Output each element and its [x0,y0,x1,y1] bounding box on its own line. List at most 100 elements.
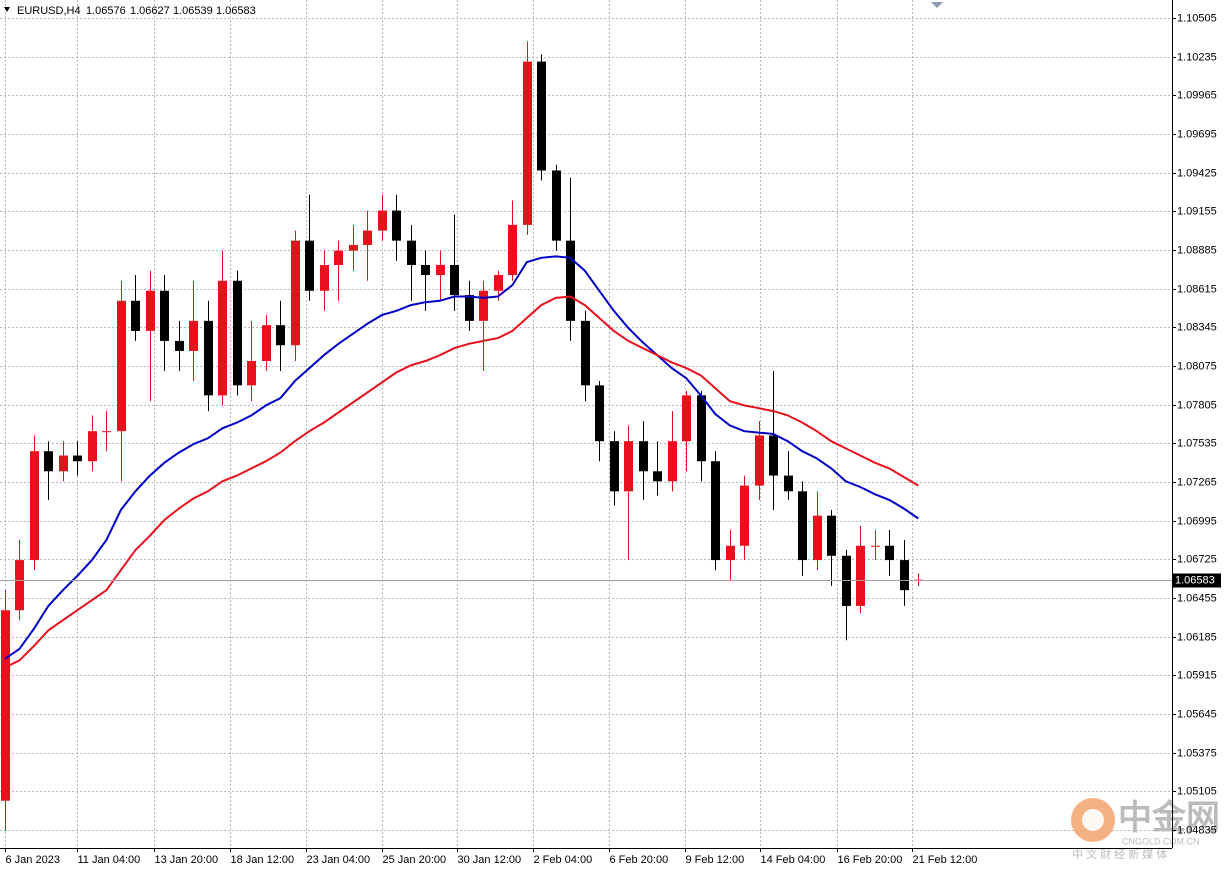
candle-body [900,560,909,591]
candle-body [334,250,343,265]
y-tick-label: 1.07265 [1177,476,1217,488]
y-tick-label: 1.06455 [1177,592,1217,604]
candle-body [146,290,155,331]
x-tick-label: 25 Jan 20:00 [383,854,447,866]
candle-body [523,61,532,225]
y-tick-label: 1.05645 [1177,708,1217,720]
y-tick-label: 1.06185 [1177,631,1217,643]
shift-marker[interactable] [931,2,943,8]
y-tick-label: 1.09155 [1177,205,1217,217]
candle-body [247,360,256,386]
candle-body [726,545,735,561]
candle-body [59,455,68,472]
y-tick-label: 1.10235 [1177,51,1217,63]
y-tick-label: 1.06995 [1177,515,1217,527]
candle-body [15,560,24,611]
candle-body [508,224,517,276]
x-tick-label: 13 Jan 20:00 [155,854,219,866]
candle-body [827,515,836,556]
candle-body [813,515,822,561]
candle-body [421,265,430,276]
candle-body [407,240,416,265]
candle-body [871,545,880,547]
candle-body [233,280,242,386]
x-tick-label: 11 Jan 04:00 [78,854,141,866]
y-tick-label: 1.06725 [1177,553,1217,565]
y-tick-label: 1.09425 [1177,167,1217,179]
y-tick-label: 1.10505 [1177,12,1217,24]
y-tick-label: 1.07535 [1177,437,1217,449]
y-tick-label: 1.05375 [1177,747,1217,759]
y-tick-label: 1.04835 [1177,824,1217,836]
candle-body [88,431,97,462]
menu-arrow[interactable] [4,7,10,12]
candle-body [494,275,503,291]
x-tick-label: 23 Jan 04:00 [307,854,371,866]
candle-body [392,210,401,241]
x-tick-label: 2 Feb 04:00 [534,854,593,866]
candle-body [291,240,300,346]
candle-body [479,290,488,321]
header-low: 1.06539 [173,5,213,17]
candle-body [595,385,604,442]
candle-body [653,471,662,482]
candle-body [160,290,169,341]
candle-body [73,455,82,462]
watermark-site: CNGOLD.COM.CN [1122,836,1200,846]
watermark-logo-icon-inner [1082,809,1104,831]
y-tick-label: 1.09965 [1177,89,1217,101]
candle-body [1,610,10,801]
candle-body [131,300,140,331]
candle-body [798,491,807,561]
x-tick-label: 14 Feb 04:00 [761,854,826,866]
current-price-label: 1.06583 [1175,574,1215,586]
header-open: 1.06576 [86,5,126,17]
y-tick-label: 1.08345 [1177,321,1217,333]
candle-body [682,395,691,442]
candle-body [363,230,372,245]
candle-body [856,545,865,606]
y-tick-label: 1.05915 [1177,669,1217,681]
candle-body [552,170,561,241]
y-tick-label: 1.07805 [1177,399,1217,411]
candle-body [204,320,213,396]
y-tick-label: 1.09695 [1177,128,1217,140]
chart-title: EURUSD,H4 [17,5,81,17]
candle-body [885,545,894,561]
candle-body [610,441,619,492]
candle-body [218,280,227,396]
plot-area [0,41,1172,831]
x-tick-label: 6 Jan 2023 [6,854,60,866]
x-tick-label: 18 Jan 12:00 [231,854,295,866]
y-tick-label: 1.05105 [1177,785,1217,797]
candle-body [711,461,720,561]
candle-body [465,295,474,321]
candle-body [262,325,271,361]
header-close: 1.06583 [216,5,256,17]
candle-body [769,435,778,476]
candle-body [175,340,184,351]
candle-body [349,244,358,251]
candle-body [30,451,39,561]
moving-average-line [4,255,919,660]
x-tick-label: 9 Feb 12:00 [686,854,745,866]
moving-average-line [4,295,919,669]
candle-body [378,210,387,231]
y-tick-label: 1.08885 [1177,244,1217,256]
y-tick-label: 1.08075 [1177,360,1217,372]
candle-body [537,61,546,171]
candle-body [305,240,314,291]
candle-body [320,265,329,291]
x-tick-label: 30 Jan 12:00 [458,854,522,866]
x-tick-label: 16 Feb 20:00 [838,854,903,866]
x-tick-label: 21 Feb 12:00 [913,854,978,866]
candle-body [436,265,445,276]
watermark-logo: 中金网 [1118,798,1220,837]
x-tick-label: 6 Feb 20:00 [610,854,669,866]
candle-body [624,441,633,492]
watermark-slogan: 中 文 财 经 新 媒 体 [1072,847,1167,861]
candle-body [566,240,575,321]
candle-body [668,441,677,482]
